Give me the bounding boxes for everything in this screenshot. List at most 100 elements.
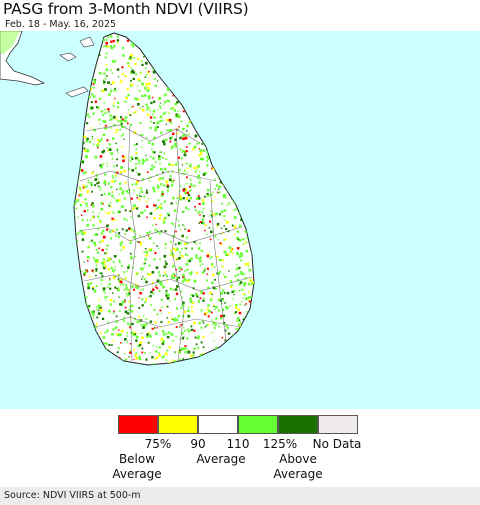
ndvi-pixel	[103, 38, 106, 42]
ndvi-pixel	[99, 186, 102, 189]
ndvi-pixel	[161, 191, 164, 194]
ndvi-pixel	[148, 331, 150, 334]
legend-tick-110: 110	[226, 437, 250, 451]
ndvi-pixel	[159, 258, 161, 261]
ndvi-pixel	[224, 219, 226, 221]
ndvi-pixel	[194, 134, 198, 138]
ndvi-pixel	[127, 64, 130, 67]
ndvi-pixel	[119, 80, 123, 83]
ndvi-pixel	[132, 71, 135, 74]
ndvi-pixel	[195, 243, 198, 246]
ndvi-pixel	[107, 111, 110, 113]
ndvi-pixel	[119, 129, 121, 131]
ndvi-pixel	[222, 259, 225, 262]
ndvi-pixel	[74, 203, 76, 206]
ndvi-pixel	[243, 284, 246, 287]
ndvi-pixel	[106, 146, 109, 149]
ndvi-pixel	[114, 87, 117, 90]
ndvi-pixel	[180, 229, 182, 231]
ndvi-pixel	[159, 119, 162, 123]
ndvi-pixel	[211, 319, 213, 321]
ndvi-pixel	[149, 156, 152, 158]
ndvi-pixel	[83, 231, 87, 235]
ndvi-pixel	[88, 275, 91, 278]
ndvi-pixel	[190, 271, 193, 274]
ndvi-pixel	[102, 163, 105, 166]
ndvi-pixel	[106, 331, 108, 333]
ndvi-pixel	[238, 239, 242, 242]
ndvi-pixel	[114, 286, 117, 289]
ndvi-pixel	[137, 85, 139, 87]
ndvi-pixel	[203, 269, 206, 272]
ndvi-pixel	[149, 116, 153, 119]
ndvi-pixel	[154, 128, 157, 132]
ndvi-pixel	[149, 249, 152, 252]
ndvi-pixel	[175, 163, 178, 166]
ndvi-pixel	[114, 269, 117, 271]
ndvi-pixel	[220, 233, 222, 235]
ndvi-pixel	[128, 264, 130, 267]
ndvi-pixel	[108, 258, 111, 261]
ndvi-pixel	[165, 332, 168, 335]
ndvi-pixel	[186, 337, 188, 339]
ndvi-pixel	[86, 149, 90, 153]
ndvi-pixel	[106, 252, 108, 254]
ndvi-pixel	[130, 255, 133, 257]
ndvi-pixel	[190, 325, 193, 328]
ndvi-pixel	[178, 168, 181, 172]
ndvi-pixel	[100, 278, 103, 282]
ndvi-pixel	[233, 293, 235, 296]
ndvi-pixel	[143, 251, 145, 253]
ndvi-pixel	[223, 239, 225, 241]
ndvi-pixel	[102, 149, 106, 153]
ndvi-pixel	[107, 321, 110, 324]
ndvi-pixel	[108, 279, 111, 281]
ndvi-pixel	[155, 346, 158, 348]
ndvi-pixel	[146, 137, 148, 139]
ndvi-pixel	[135, 207, 139, 210]
ndvi-pixel	[115, 315, 118, 318]
ndvi-pixel	[125, 358, 128, 361]
ndvi-pixel	[135, 143, 138, 146]
ndvi-pixel	[152, 344, 154, 347]
ndvi-pixel	[130, 83, 133, 86]
ndvi-pixel	[239, 281, 243, 284]
ndvi-pixel	[195, 256, 197, 259]
ndvi-pixel	[180, 290, 182, 293]
ndvi-pixel	[82, 172, 85, 175]
ndvi-pixel	[143, 315, 145, 317]
ndvi-pixel	[214, 188, 216, 190]
ndvi-pixel	[164, 273, 167, 276]
ndvi-pixel	[146, 171, 149, 174]
ndvi-pixel	[206, 188, 210, 192]
ndvi-pixel	[217, 272, 221, 275]
ndvi-pixel	[215, 287, 217, 290]
ndvi-pixel	[111, 344, 113, 346]
ndvi-pixel	[165, 305, 168, 307]
ndvi-pixel	[221, 265, 223, 267]
ndvi-pixel	[179, 197, 183, 201]
ndvi-pixel	[155, 286, 157, 288]
ndvi-pixel	[169, 332, 172, 335]
ndvi-pixel	[174, 351, 176, 353]
ndvi-pixel	[95, 65, 97, 68]
ndvi-pixel	[81, 250, 84, 253]
ndvi-pixel	[105, 127, 108, 130]
ndvi-pixel	[87, 181, 90, 184]
ndvi-pixel	[129, 326, 132, 329]
ndvi-pixel	[96, 316, 99, 319]
ndvi-pixel	[206, 273, 208, 275]
ndvi-pixel	[101, 229, 105, 233]
ndvi-pixel	[161, 330, 165, 333]
ndvi-pixel	[116, 68, 120, 71]
ndvi-pixel	[211, 332, 213, 334]
ndvi-pixel	[146, 273, 149, 275]
ndvi-pixel	[96, 305, 98, 308]
ndvi-pixel	[184, 228, 186, 230]
ndvi-pixel	[151, 363, 154, 365]
ndvi-pixel	[167, 184, 169, 186]
ndvi-pixel	[123, 206, 125, 208]
ndvi-pixel	[148, 264, 151, 267]
ndvi-pixel	[106, 38, 108, 41]
ndvi-pixel	[100, 283, 102, 285]
